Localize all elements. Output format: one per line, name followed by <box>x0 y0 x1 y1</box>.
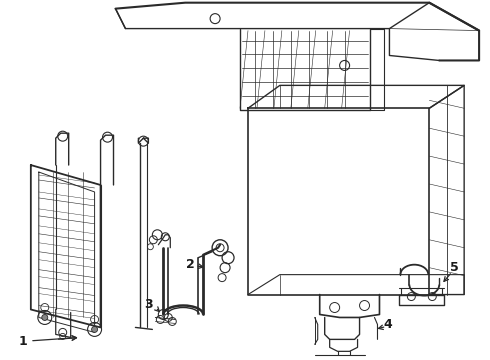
Circle shape <box>92 327 98 332</box>
Circle shape <box>42 315 48 320</box>
Text: 3: 3 <box>144 298 153 311</box>
Text: 4: 4 <box>383 318 392 331</box>
Text: 5: 5 <box>450 261 459 274</box>
Text: 2: 2 <box>186 258 195 271</box>
Text: 1: 1 <box>19 335 76 348</box>
